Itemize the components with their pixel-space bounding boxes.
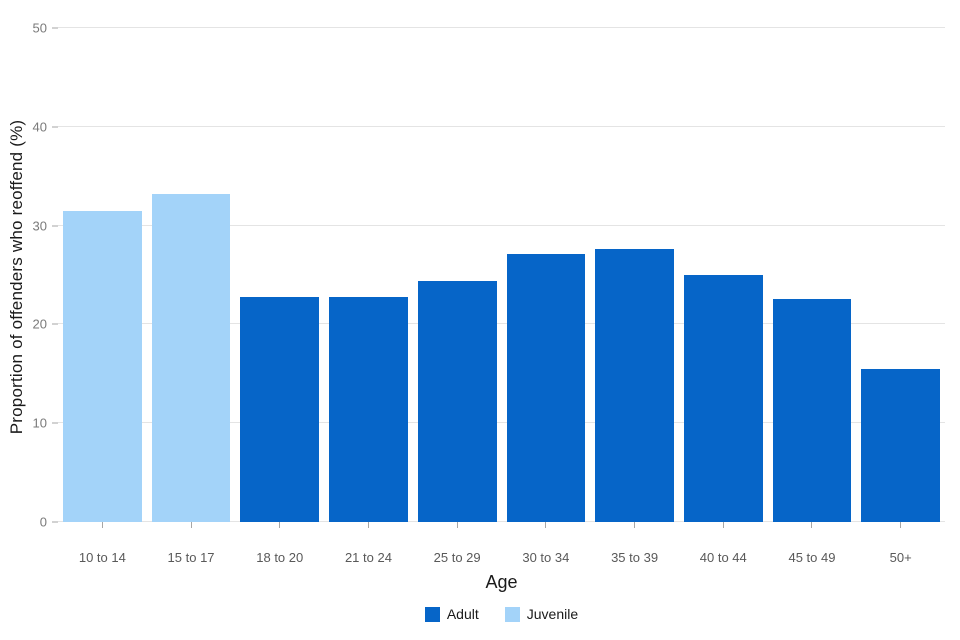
x-tick-mark — [634, 522, 636, 528]
x-tick-mark — [367, 522, 369, 528]
y-tick-30: 30 — [33, 218, 58, 233]
gridline-50 — [58, 27, 945, 28]
x-tick-mark — [190, 522, 192, 528]
bar-40-to-44 — [683, 275, 763, 522]
bar-45-to-49 — [772, 298, 852, 522]
y-tick-label: 0 — [39, 514, 47, 530]
plot-area — [58, 27, 945, 522]
y-tick-40: 40 — [33, 119, 58, 134]
x-tick-mark — [900, 522, 902, 528]
legend-item-adult: Adult — [424, 606, 479, 622]
x-tick-mark — [101, 522, 103, 528]
x-tick-label: 40 to 44 — [699, 550, 747, 565]
y-tick-mark — [52, 126, 58, 128]
x-slot: 30 to 34 — [502, 522, 591, 565]
x-tick-label: 35 to 39 — [611, 550, 659, 565]
y-tick-50: 50 — [33, 21, 58, 36]
y-tick-10: 10 — [33, 416, 58, 431]
y-tick-label: 40 — [32, 119, 47, 135]
gridline-30 — [58, 224, 945, 226]
x-slot: 15 to 17 — [147, 522, 236, 565]
bar-slot — [502, 28, 591, 522]
bar-25-to-29 — [417, 280, 497, 522]
bar-slot — [768, 28, 857, 522]
x-slot: 35 to 39 — [590, 522, 679, 565]
bar-10-to-14 — [63, 210, 142, 522]
x-tick-mark — [722, 522, 724, 528]
bar-slot — [590, 28, 679, 522]
x-slot: 45 to 49 — [768, 522, 857, 565]
x-slot: 18 to 20 — [235, 522, 324, 565]
y-tick-0: 0 — [40, 515, 58, 530]
y-tick-labels: 0 10 20 30 40 50 — [0, 21, 58, 530]
x-tick-label: 15 to 17 — [167, 550, 215, 565]
x-tick-label: 50+ — [889, 550, 912, 565]
bar-slot — [235, 28, 324, 522]
legend-label: Juvenile — [526, 606, 579, 622]
bar-slot — [147, 28, 236, 522]
bar-slot — [324, 28, 413, 522]
bar-slot — [679, 28, 768, 522]
x-slot: 40 to 44 — [679, 522, 768, 565]
legend-swatch — [424, 606, 440, 622]
y-tick-mark — [52, 323, 58, 325]
bar-21-to-24 — [329, 296, 408, 522]
gridline-40 — [58, 125, 945, 127]
y-tick-20: 20 — [33, 317, 58, 332]
gridline-20 — [58, 323, 945, 325]
bar-35-to-39 — [595, 249, 674, 522]
x-tick-mark — [456, 522, 458, 528]
y-tick-label: 20 — [32, 316, 47, 332]
legend-item-juvenile: Juvenile — [504, 606, 579, 622]
x-tick-label: 10 to 14 — [78, 550, 126, 565]
x-tick-label: 18 to 20 — [256, 550, 304, 565]
legend-label: Adult — [446, 606, 479, 622]
y-tick-label: 50 — [32, 20, 47, 36]
bar-slot — [58, 28, 147, 522]
bar-50+ — [861, 368, 941, 522]
x-tick-labels: 10 to 14 15 to 17 18 to 20 21 to 24 25 to 29… — [58, 522, 945, 565]
gridline-10 — [58, 422, 945, 424]
x-tick-label: 21 to 24 — [344, 550, 392, 565]
legend-swatch — [504, 606, 520, 622]
x-slot: 50+ — [856, 522, 945, 565]
y-tick-mark — [52, 422, 58, 424]
legend: Adult Juvenile — [58, 606, 945, 622]
x-tick-label: 45 to 49 — [788, 550, 836, 565]
bar-15-to-17 — [151, 193, 231, 522]
bar-slot — [413, 28, 502, 522]
x-slot: 21 to 24 — [324, 522, 413, 565]
x-tick-mark — [811, 522, 813, 528]
y-tick-label: 10 — [32, 415, 47, 431]
bar-slot — [856, 28, 945, 522]
gridline-0 — [58, 521, 945, 522]
bar-18-to-20 — [240, 296, 320, 522]
x-tick-label: 30 to 34 — [522, 550, 570, 565]
x-tick-mark — [545, 522, 547, 528]
y-tick-mark — [52, 27, 58, 29]
x-axis-title: Age — [485, 572, 518, 592]
y-tick-mark — [52, 225, 58, 227]
y-tick-label: 30 — [32, 218, 47, 234]
gridlines — [58, 27, 945, 522]
x-slot: 25 to 29 — [413, 522, 502, 565]
x-tick-mark — [279, 522, 281, 528]
x-tick-label: 25 to 29 — [433, 550, 481, 565]
y-tick-mark — [52, 521, 58, 523]
bar-30-to-34 — [506, 254, 586, 522]
bars — [58, 28, 945, 522]
x-slot: 10 to 14 — [58, 522, 147, 565]
